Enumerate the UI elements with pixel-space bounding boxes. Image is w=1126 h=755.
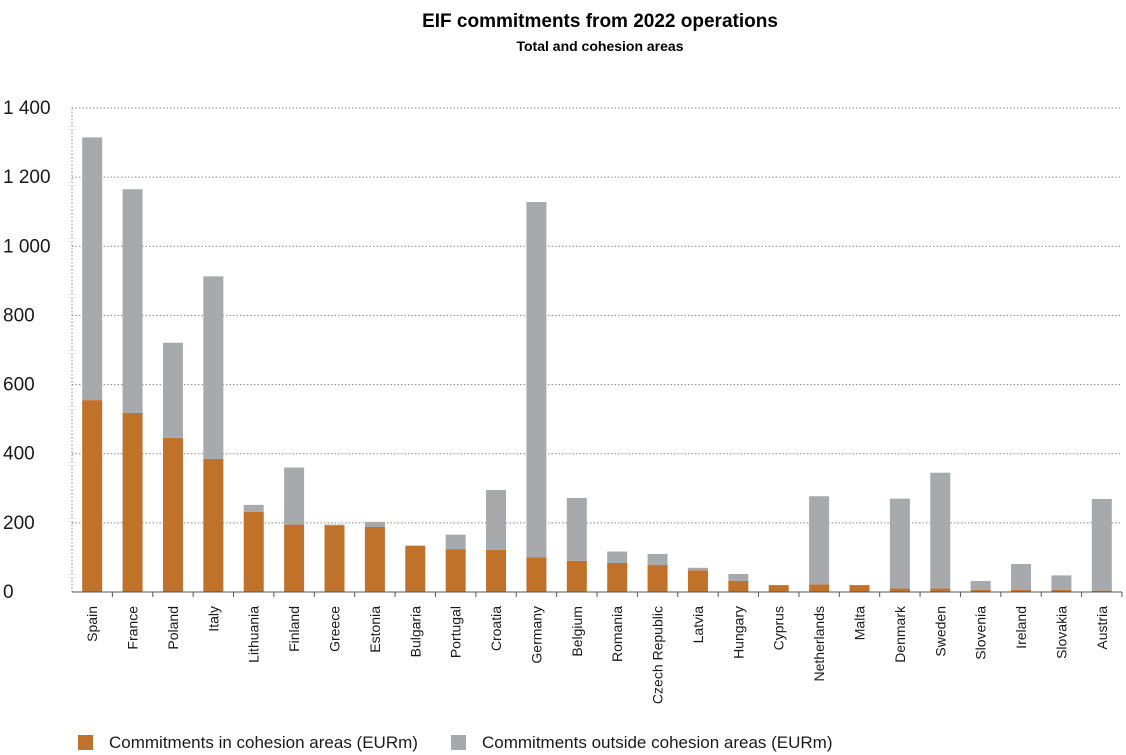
bar-segment-cohesion xyxy=(284,524,305,592)
x-tick-label: Portugal xyxy=(448,606,464,658)
x-tick-label: Romania xyxy=(609,606,625,662)
bar-segment-outside-cohesion xyxy=(889,498,910,589)
bar-segment-outside-cohesion xyxy=(122,189,143,413)
bar-segment-outside-cohesion xyxy=(566,497,587,561)
x-tick-label: Finland xyxy=(286,606,302,652)
x-tick-label: Sweden xyxy=(932,606,948,657)
bar-segment-cohesion xyxy=(162,437,183,592)
legend-label-outside-cohesion: Commitments outside cohesion areas (EURm… xyxy=(482,733,833,752)
chart-subtitle: Total and cohesion areas xyxy=(516,38,683,54)
bar-segment-cohesion xyxy=(607,562,628,592)
bar-segment-outside-cohesion xyxy=(162,342,183,438)
bar-segment-outside-cohesion xyxy=(1011,563,1032,590)
bar-segment-cohesion xyxy=(324,525,345,592)
x-tick-label: Slovenia xyxy=(973,606,989,660)
x-tick-label: Bulgaria xyxy=(407,606,423,658)
bar-segment-cohesion xyxy=(970,589,991,592)
bar-segment-outside-cohesion xyxy=(82,137,103,401)
x-tick-label: Netherlands xyxy=(811,606,827,682)
legend: Commitments in cohesion areas (EURm) Com… xyxy=(78,733,833,752)
bar-segment-cohesion xyxy=(445,549,466,592)
legend-label-cohesion: Commitments in cohesion areas (EURm) xyxy=(109,733,418,752)
legend-item-cohesion: Commitments in cohesion areas (EURm) xyxy=(78,733,418,752)
y-tick-label: 1 200 xyxy=(3,167,51,188)
x-tick-label: Austria xyxy=(1094,606,1110,650)
x-tick-label: Estonia xyxy=(367,606,383,653)
gridlines xyxy=(72,107,1122,524)
y-axis-ticks: 0 200 400 600 800 1 000 1 200 1 400 xyxy=(3,98,51,603)
bar-segment-outside-cohesion xyxy=(809,496,830,585)
x-tick-label: Latvia xyxy=(690,606,706,644)
bar-segment-cohesion xyxy=(687,570,708,592)
x-tick-label: Malta xyxy=(852,606,868,640)
bar-segment-cohesion xyxy=(405,545,426,592)
x-tick-label: Slovakia xyxy=(1053,606,1069,659)
y-tick-label: 0 xyxy=(3,582,14,603)
bar-segment-cohesion xyxy=(728,580,749,592)
y-tick-label: 800 xyxy=(3,305,35,326)
bar-segment-cohesion xyxy=(647,565,668,592)
bar-segment-outside-cohesion xyxy=(445,534,466,550)
x-tick-label: Spain xyxy=(84,606,100,642)
bar-segment-outside-cohesion xyxy=(1091,499,1112,591)
x-tick-label: Hungary xyxy=(730,606,746,659)
y-tick-label: 1 000 xyxy=(3,236,51,257)
legend-item-outside-cohesion: Commitments outside cohesion areas (EURm… xyxy=(451,733,833,752)
x-axis-ticks: Spain France Poland Italy Lithuania Finland Gr… xyxy=(84,592,1123,704)
x-tick-label: Belgium xyxy=(569,606,585,657)
legend-swatch-outside-cohesion xyxy=(451,735,466,750)
x-tick-label: Germany xyxy=(528,606,544,664)
bar-segment-outside-cohesion xyxy=(607,551,628,563)
bar-segment-outside-cohesion xyxy=(526,202,547,558)
x-tick-label: Czech Republic xyxy=(650,606,666,704)
bar-segment-outside-cohesion xyxy=(1051,575,1072,590)
bar-segment-cohesion xyxy=(82,400,103,592)
bars xyxy=(82,137,1112,592)
chart-title: EIF commitments from 2022 operations xyxy=(422,11,778,32)
bar-segment-outside-cohesion xyxy=(970,580,991,590)
bar-segment-cohesion xyxy=(203,458,224,592)
bar-segment-outside-cohesion xyxy=(728,574,749,581)
bar-segment-cohesion xyxy=(566,560,587,592)
x-tick-label: Lithuania xyxy=(246,606,262,663)
bar-segment-cohesion xyxy=(243,511,264,592)
bar-segment-cohesion xyxy=(526,557,547,592)
x-tick-label: Ireland xyxy=(1013,606,1029,649)
bar-segment-cohesion xyxy=(768,585,789,592)
bar-segment-cohesion xyxy=(809,584,830,592)
x-tick-label: Denmark xyxy=(892,605,908,663)
y-tick-label: 600 xyxy=(3,375,35,396)
x-tick-label: Cyprus xyxy=(771,606,787,650)
bar-segment-outside-cohesion xyxy=(647,553,668,566)
bar-segment-outside-cohesion xyxy=(243,504,264,512)
x-tick-label: France xyxy=(125,606,141,650)
bar-segment-cohesion xyxy=(930,588,951,592)
bar-segment-outside-cohesion xyxy=(203,276,224,459)
bar-segment-cohesion xyxy=(889,588,910,592)
bar-segment-outside-cohesion xyxy=(364,521,385,528)
legend-swatch-cohesion xyxy=(78,735,93,750)
bar-segment-cohesion xyxy=(122,412,143,592)
bar-segment-outside-cohesion xyxy=(324,524,345,526)
y-tick-label: 1 400 xyxy=(3,98,51,119)
x-tick-label: Poland xyxy=(165,606,181,650)
x-tick-label: Italy xyxy=(205,606,221,632)
bar-segment-outside-cohesion xyxy=(930,472,951,589)
bar-segment-outside-cohesion xyxy=(284,467,305,525)
x-tick-label: Croatia xyxy=(488,606,504,651)
bar-segment-cohesion xyxy=(364,527,385,592)
bar-segment-cohesion xyxy=(486,549,507,592)
y-tick-label: 400 xyxy=(3,444,35,465)
bar-segment-cohesion xyxy=(1011,589,1032,592)
bar-segment-cohesion xyxy=(1091,590,1112,592)
y-tick-label: 200 xyxy=(3,513,35,534)
bar-segment-cohesion xyxy=(1051,589,1072,592)
bar-segment-cohesion xyxy=(849,585,870,592)
bar-segment-outside-cohesion xyxy=(486,490,507,550)
x-tick-label: Greece xyxy=(327,606,343,652)
bar-segment-outside-cohesion xyxy=(687,567,708,571)
